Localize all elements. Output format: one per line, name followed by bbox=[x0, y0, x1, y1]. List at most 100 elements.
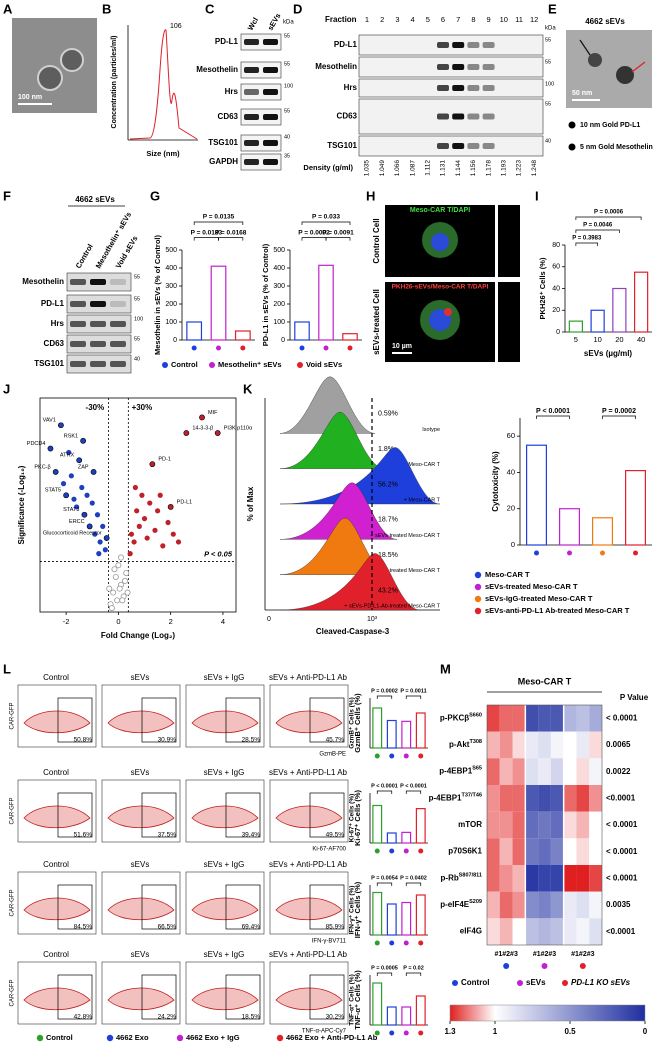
threshold-label: -30% bbox=[86, 403, 105, 412]
p-value: <0.0001 bbox=[606, 793, 636, 802]
heatmap-cell bbox=[499, 838, 513, 865]
gene-label: PI3K p110α bbox=[224, 425, 253, 431]
heatmap-cell bbox=[512, 731, 526, 759]
blot-band bbox=[90, 341, 106, 347]
legend-dot bbox=[36, 1034, 44, 1042]
x-axis-label: TNF-α-APC-Cy7 bbox=[302, 1029, 347, 1035]
heatmap-cell bbox=[563, 891, 577, 919]
legend-label: Mesothelin⁺ sEVs bbox=[218, 360, 282, 369]
volcano-point bbox=[139, 492, 145, 498]
gene-label: VAV1 bbox=[43, 418, 56, 424]
volcano-point bbox=[94, 512, 101, 518]
lane-label: Wcl bbox=[246, 16, 260, 32]
blot bbox=[358, 78, 544, 98]
blot bbox=[358, 56, 544, 78]
percent-label: 50.8% bbox=[74, 737, 93, 744]
group-dot bbox=[403, 1030, 409, 1036]
percent-label: 85.9% bbox=[326, 924, 345, 931]
volcano-point bbox=[58, 422, 64, 428]
volcano-point bbox=[155, 508, 161, 514]
significance-bracket bbox=[405, 695, 422, 699]
blot-band bbox=[90, 279, 106, 285]
gate bbox=[141, 974, 177, 1020]
heatmap-cell bbox=[550, 731, 564, 759]
row-label: p-4EBP1T37/T46 bbox=[429, 793, 482, 803]
density-contour bbox=[191, 897, 259, 921]
blot-band bbox=[70, 361, 86, 367]
kda-marker: 100 bbox=[284, 83, 293, 89]
column-title: sEVs bbox=[131, 768, 150, 777]
bar bbox=[386, 1006, 397, 1026]
gene-label: STAT5 bbox=[45, 488, 61, 494]
heatmap-cell bbox=[550, 811, 564, 839]
volcano-point bbox=[215, 430, 221, 436]
p-value: P = 0.0046 bbox=[583, 223, 613, 229]
fraction-label: 3 bbox=[395, 15, 399, 24]
heatmap-cell bbox=[487, 918, 500, 945]
percent-label: 51.6% bbox=[74, 832, 93, 839]
volcano-point bbox=[47, 445, 54, 452]
heatmap-cell bbox=[563, 838, 577, 865]
column-title: sEVs + Anti-PD-L1 Ab bbox=[269, 768, 348, 777]
density-label: 1.112 bbox=[425, 160, 432, 176]
threshold-label: +30% bbox=[132, 403, 153, 412]
volcano-point bbox=[119, 597, 126, 604]
p-value: P = 0.0183 bbox=[191, 229, 223, 236]
legend-label: 4662 Exo + IgG bbox=[186, 1033, 240, 1042]
row-label: TSG101 bbox=[34, 359, 64, 368]
kda-marker: 100 bbox=[545, 81, 554, 87]
blot-band bbox=[244, 140, 259, 146]
volcano-point bbox=[127, 551, 133, 557]
panel-label: A bbox=[3, 1, 13, 16]
density-contour bbox=[191, 710, 259, 734]
p-value: P = 0.0005 bbox=[371, 965, 398, 971]
kda-label: kDa bbox=[283, 20, 294, 26]
blot-band bbox=[110, 301, 126, 307]
percent-label: 1.8% bbox=[378, 446, 394, 453]
p-title: P Value bbox=[620, 693, 649, 702]
heatmap-cell bbox=[550, 758, 564, 785]
column-title: sEVs + IgG bbox=[204, 950, 245, 959]
heatmap-cell bbox=[487, 838, 500, 865]
blot-band bbox=[244, 39, 259, 45]
gate bbox=[141, 697, 177, 743]
volcano-point bbox=[110, 589, 117, 596]
kda-marker: 35 bbox=[284, 153, 290, 159]
legend-dot bbox=[568, 143, 576, 151]
significance-bracket bbox=[376, 790, 393, 794]
blot-band bbox=[90, 321, 106, 327]
gene-point bbox=[81, 511, 88, 518]
gene-point bbox=[90, 469, 97, 475]
volcano-point bbox=[170, 531, 176, 537]
gene-label: STAT3 bbox=[63, 507, 79, 513]
y-axis-label: Cytotoxicity (%) bbox=[491, 451, 500, 512]
threshold-label: P < 0.05 bbox=[204, 549, 233, 558]
x-tick-label: 10 bbox=[593, 335, 601, 344]
row-site: S65 bbox=[472, 766, 482, 772]
kda-marker: 55 bbox=[284, 33, 290, 39]
volcano-point bbox=[165, 519, 171, 526]
kda-marker: 55 bbox=[284, 108, 290, 114]
blot bbox=[240, 33, 282, 51]
group-dot bbox=[567, 550, 572, 556]
panel-label: B bbox=[102, 1, 111, 16]
colorbar-label: 1.3 bbox=[444, 1027, 456, 1036]
legend-dot bbox=[568, 121, 576, 129]
heatmap-cell bbox=[512, 918, 526, 945]
density-label: 1.223 bbox=[516, 160, 523, 177]
column-title: sEVs bbox=[131, 673, 150, 682]
legend-dot bbox=[474, 607, 482, 615]
legend-dot bbox=[176, 1034, 184, 1042]
group-dot bbox=[374, 1030, 380, 1036]
volcano-point bbox=[96, 551, 102, 557]
histogram bbox=[279, 482, 398, 540]
heatmap-cell bbox=[550, 891, 564, 919]
kda-label: kDa bbox=[545, 26, 556, 32]
blot bbox=[358, 135, 544, 157]
blot-band bbox=[70, 321, 86, 327]
row-label: p-PKCβS660 bbox=[440, 713, 482, 723]
group-dot bbox=[418, 940, 424, 946]
significance-bracket bbox=[405, 972, 422, 976]
colorbar-label: 1 bbox=[493, 1027, 498, 1036]
